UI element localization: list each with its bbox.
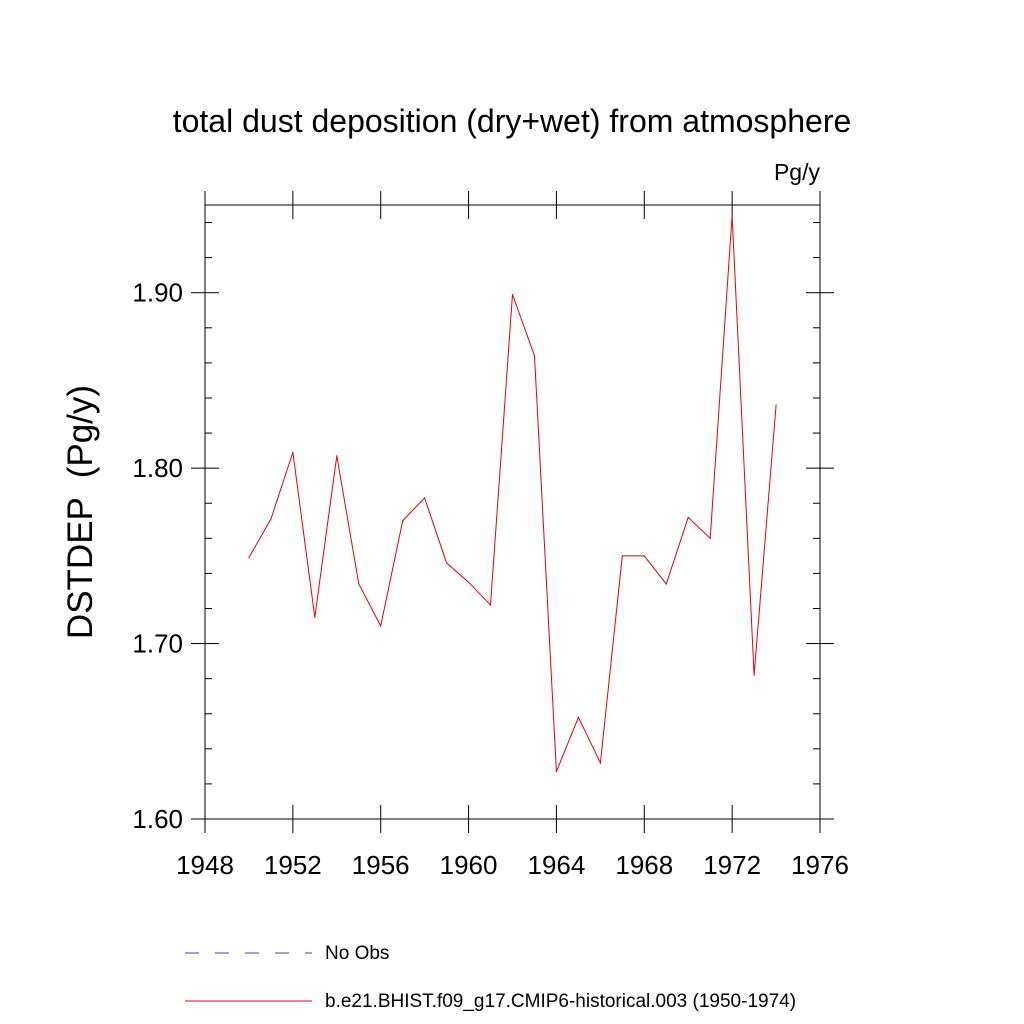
- y-axis-ticks: 1.60 1.70 1.80 1.90: [132, 222, 834, 834]
- series-line-historical: [248, 215, 777, 772]
- data-point: [687, 516, 689, 518]
- data-point: [446, 562, 448, 564]
- plot-frame: [204, 204, 821, 820]
- data-point: [248, 557, 250, 559]
- series-layer: [248, 214, 777, 773]
- legend-label-historical: b.e21.BHIST.f09_g17.CMIP6-historical.003…: [325, 991, 796, 1012]
- y-tick-label: 1.80: [132, 453, 183, 483]
- data-point: [555, 771, 558, 773]
- data-point: [402, 520, 404, 522]
- x-tick-label: 1960: [440, 850, 498, 880]
- x-tick-label: 1952: [264, 850, 322, 880]
- data-point: [314, 616, 316, 618]
- chart-title: total dust deposition (dry+wet) from atm…: [173, 103, 852, 139]
- y-tick-label: 1.90: [132, 278, 183, 308]
- data-point: [665, 583, 667, 585]
- data-point: [489, 604, 492, 606]
- x-tick-label: 1976: [791, 850, 849, 880]
- data-point: [533, 355, 536, 357]
- y-tick-label: 1.70: [132, 629, 183, 659]
- data-point: [336, 455, 338, 457]
- x-tick-label: 1948: [176, 850, 234, 880]
- data-point: [358, 583, 360, 585]
- data-point: [621, 555, 623, 557]
- data-point: [270, 518, 272, 520]
- x-axis-ticks: 1948 1952 1956 1960 1964 1968 1972 1976: [176, 191, 849, 880]
- legend-label-no-obs: No Obs: [325, 943, 389, 964]
- x-tick-label: 1968: [615, 850, 673, 880]
- y-axis-label: DSTDEP (Pg/y): [61, 385, 100, 639]
- units-label: Pg/y: [774, 159, 821, 185]
- data-point: [292, 451, 294, 453]
- data-point: [424, 497, 426, 499]
- data-point: [643, 555, 645, 557]
- data-point: [753, 674, 755, 676]
- x-tick-label: 1964: [528, 850, 586, 880]
- x-tick-label: 1956: [352, 850, 410, 880]
- x-tick-label: 1972: [703, 850, 761, 880]
- data-point: [731, 214, 733, 217]
- data-point: [709, 537, 711, 539]
- data-point: [599, 762, 601, 764]
- data-point: [775, 404, 777, 406]
- data-point: [511, 293, 514, 296]
- legend: No Obs b.e21.BHIST.f09_g17.CMIP6-histori…: [185, 943, 796, 1012]
- data-point: [380, 625, 382, 627]
- y-tick-label: 1.60: [132, 804, 183, 834]
- data-point: [467, 581, 470, 583]
- data-point: [577, 716, 579, 718]
